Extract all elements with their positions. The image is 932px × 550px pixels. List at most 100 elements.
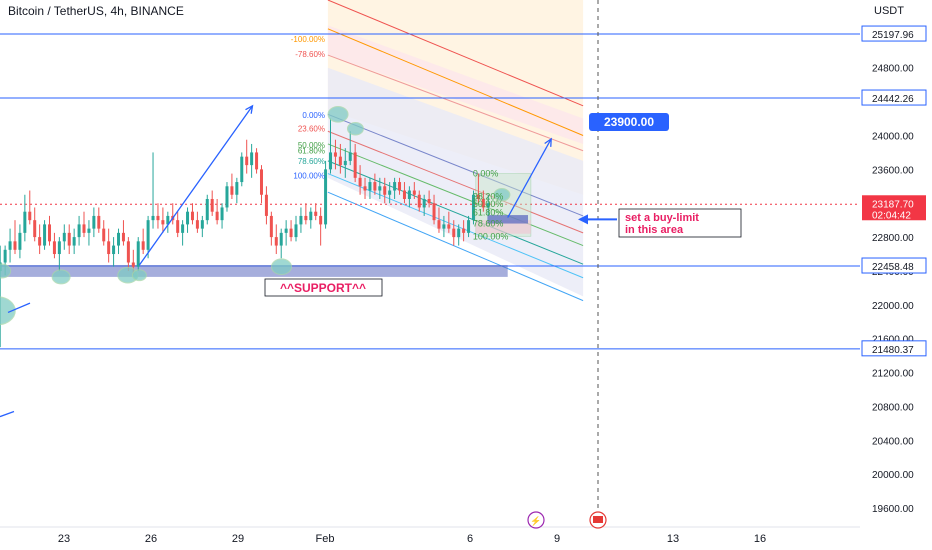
candle-body [442, 224, 446, 229]
candle-body [181, 224, 185, 233]
candle-body [3, 249, 7, 263]
price-tag-label-2: 22458.48 [872, 262, 914, 273]
y-tick-label: 24800.00 [872, 64, 914, 75]
fib-label-left-1: 23.60% [298, 125, 325, 134]
channel-line-4 [327, 130, 584, 234]
candle-body [358, 177, 362, 187]
x-tick-label: 13 [667, 533, 679, 545]
buy-pointer-head [578, 214, 588, 225]
annotation-line-1: in this area [625, 224, 684, 236]
candle-body [52, 241, 56, 255]
candle-body [368, 182, 372, 191]
trend-arrow-head [245, 104, 254, 114]
candle-body [102, 228, 106, 242]
price-tag-label-1: 24442.26 [872, 94, 914, 105]
candle-body [67, 232, 71, 246]
candle-body [412, 190, 416, 195]
candle-body [57, 241, 61, 255]
candle-body [121, 232, 125, 242]
fib-label-left-3: 61.80% [298, 147, 325, 156]
candle-body [195, 220, 199, 229]
touch-point-7 [493, 188, 511, 202]
price-tag-box-2 [861, 257, 927, 274]
candle-body [33, 220, 37, 238]
candle-body [402, 190, 406, 199]
candle-body [77, 224, 81, 238]
candle-body [388, 190, 392, 195]
support-label-text: ^^SUPPORT^^ [280, 281, 366, 295]
channel-line-2 [327, 54, 584, 152]
y-tick-label: 20400.00 [872, 436, 914, 447]
candle-body [294, 224, 298, 238]
candle-body [309, 211, 313, 221]
fib-label-right-4: 78.60% [473, 219, 504, 229]
candle-body [452, 228, 456, 238]
current-price-label: 23187.70 [872, 199, 914, 210]
candle-body [156, 215, 160, 221]
fib-label-right-3: 61.80% [473, 208, 504, 218]
candle-body [245, 156, 249, 166]
channel-line-8 [327, 191, 584, 302]
candle-body [457, 228, 461, 238]
candle-body [422, 198, 426, 208]
fib-label-right-1: 38.20% [473, 191, 504, 201]
support-zone [0, 265, 508, 277]
fib-label-right-0: 0.00% [473, 169, 499, 179]
candle-body [166, 215, 170, 225]
candle-body [43, 224, 47, 246]
currency-label: USDT [874, 5, 904, 17]
touch-point-0 [0, 263, 12, 279]
candle-body [447, 224, 451, 229]
candle-body [250, 152, 254, 166]
candle-body [319, 215, 323, 225]
x-tick-label: Feb [316, 533, 335, 545]
candle-body [279, 232, 283, 246]
candle-body [117, 232, 121, 246]
touch-point-3 [131, 269, 147, 282]
candle-body [225, 186, 229, 208]
y-tick-label: 19600.00 [872, 504, 914, 515]
candle-body [97, 215, 101, 229]
touch-point-4 [271, 258, 292, 276]
candle-body [338, 156, 342, 166]
fib-ext-label-0: -100.00% [291, 35, 325, 44]
candle-body [13, 241, 17, 250]
candle-body [48, 224, 51, 242]
candle-body [378, 186, 382, 191]
target-callout-text: 23900.00 [604, 115, 654, 129]
annotation-box [618, 208, 742, 238]
candle-body [264, 194, 268, 216]
target-arrow [507, 138, 552, 218]
y-tick-label: 23600.00 [872, 165, 914, 176]
fib-ext-label-1: -78.60% [295, 50, 325, 59]
candle-body [230, 186, 234, 195]
candle-body [18, 232, 22, 250]
candle-body [255, 152, 259, 170]
touch-point-6 [346, 121, 364, 136]
y-tick-label: 21600.00 [872, 335, 914, 346]
x-tick-label: 26 [145, 533, 157, 545]
candle-body [82, 224, 86, 233]
y-tick-label: 21200.00 [872, 369, 914, 380]
candle-body [398, 182, 402, 191]
candle-body [289, 228, 293, 238]
x-tick-label: 16 [754, 533, 766, 545]
channel-line-0 [327, 0, 584, 107]
candle-body [343, 160, 347, 166]
y-tick-label: 22800.00 [872, 233, 914, 244]
candle-body [427, 198, 431, 204]
y-tick-label: 22000.00 [872, 301, 914, 312]
candle-body [284, 228, 288, 233]
candle-body [269, 215, 273, 238]
candle-body [205, 198, 209, 221]
partial-line-left [7, 302, 31, 314]
candle-body [417, 194, 421, 208]
candle-body [393, 182, 397, 191]
candle-body [240, 156, 244, 183]
countdown-label: 02:04:42 [872, 210, 911, 221]
x-tick-label: 29 [232, 533, 244, 545]
target-arrow-head [544, 137, 552, 147]
price-tag-box-3 [861, 340, 927, 357]
candle-body [210, 198, 214, 212]
